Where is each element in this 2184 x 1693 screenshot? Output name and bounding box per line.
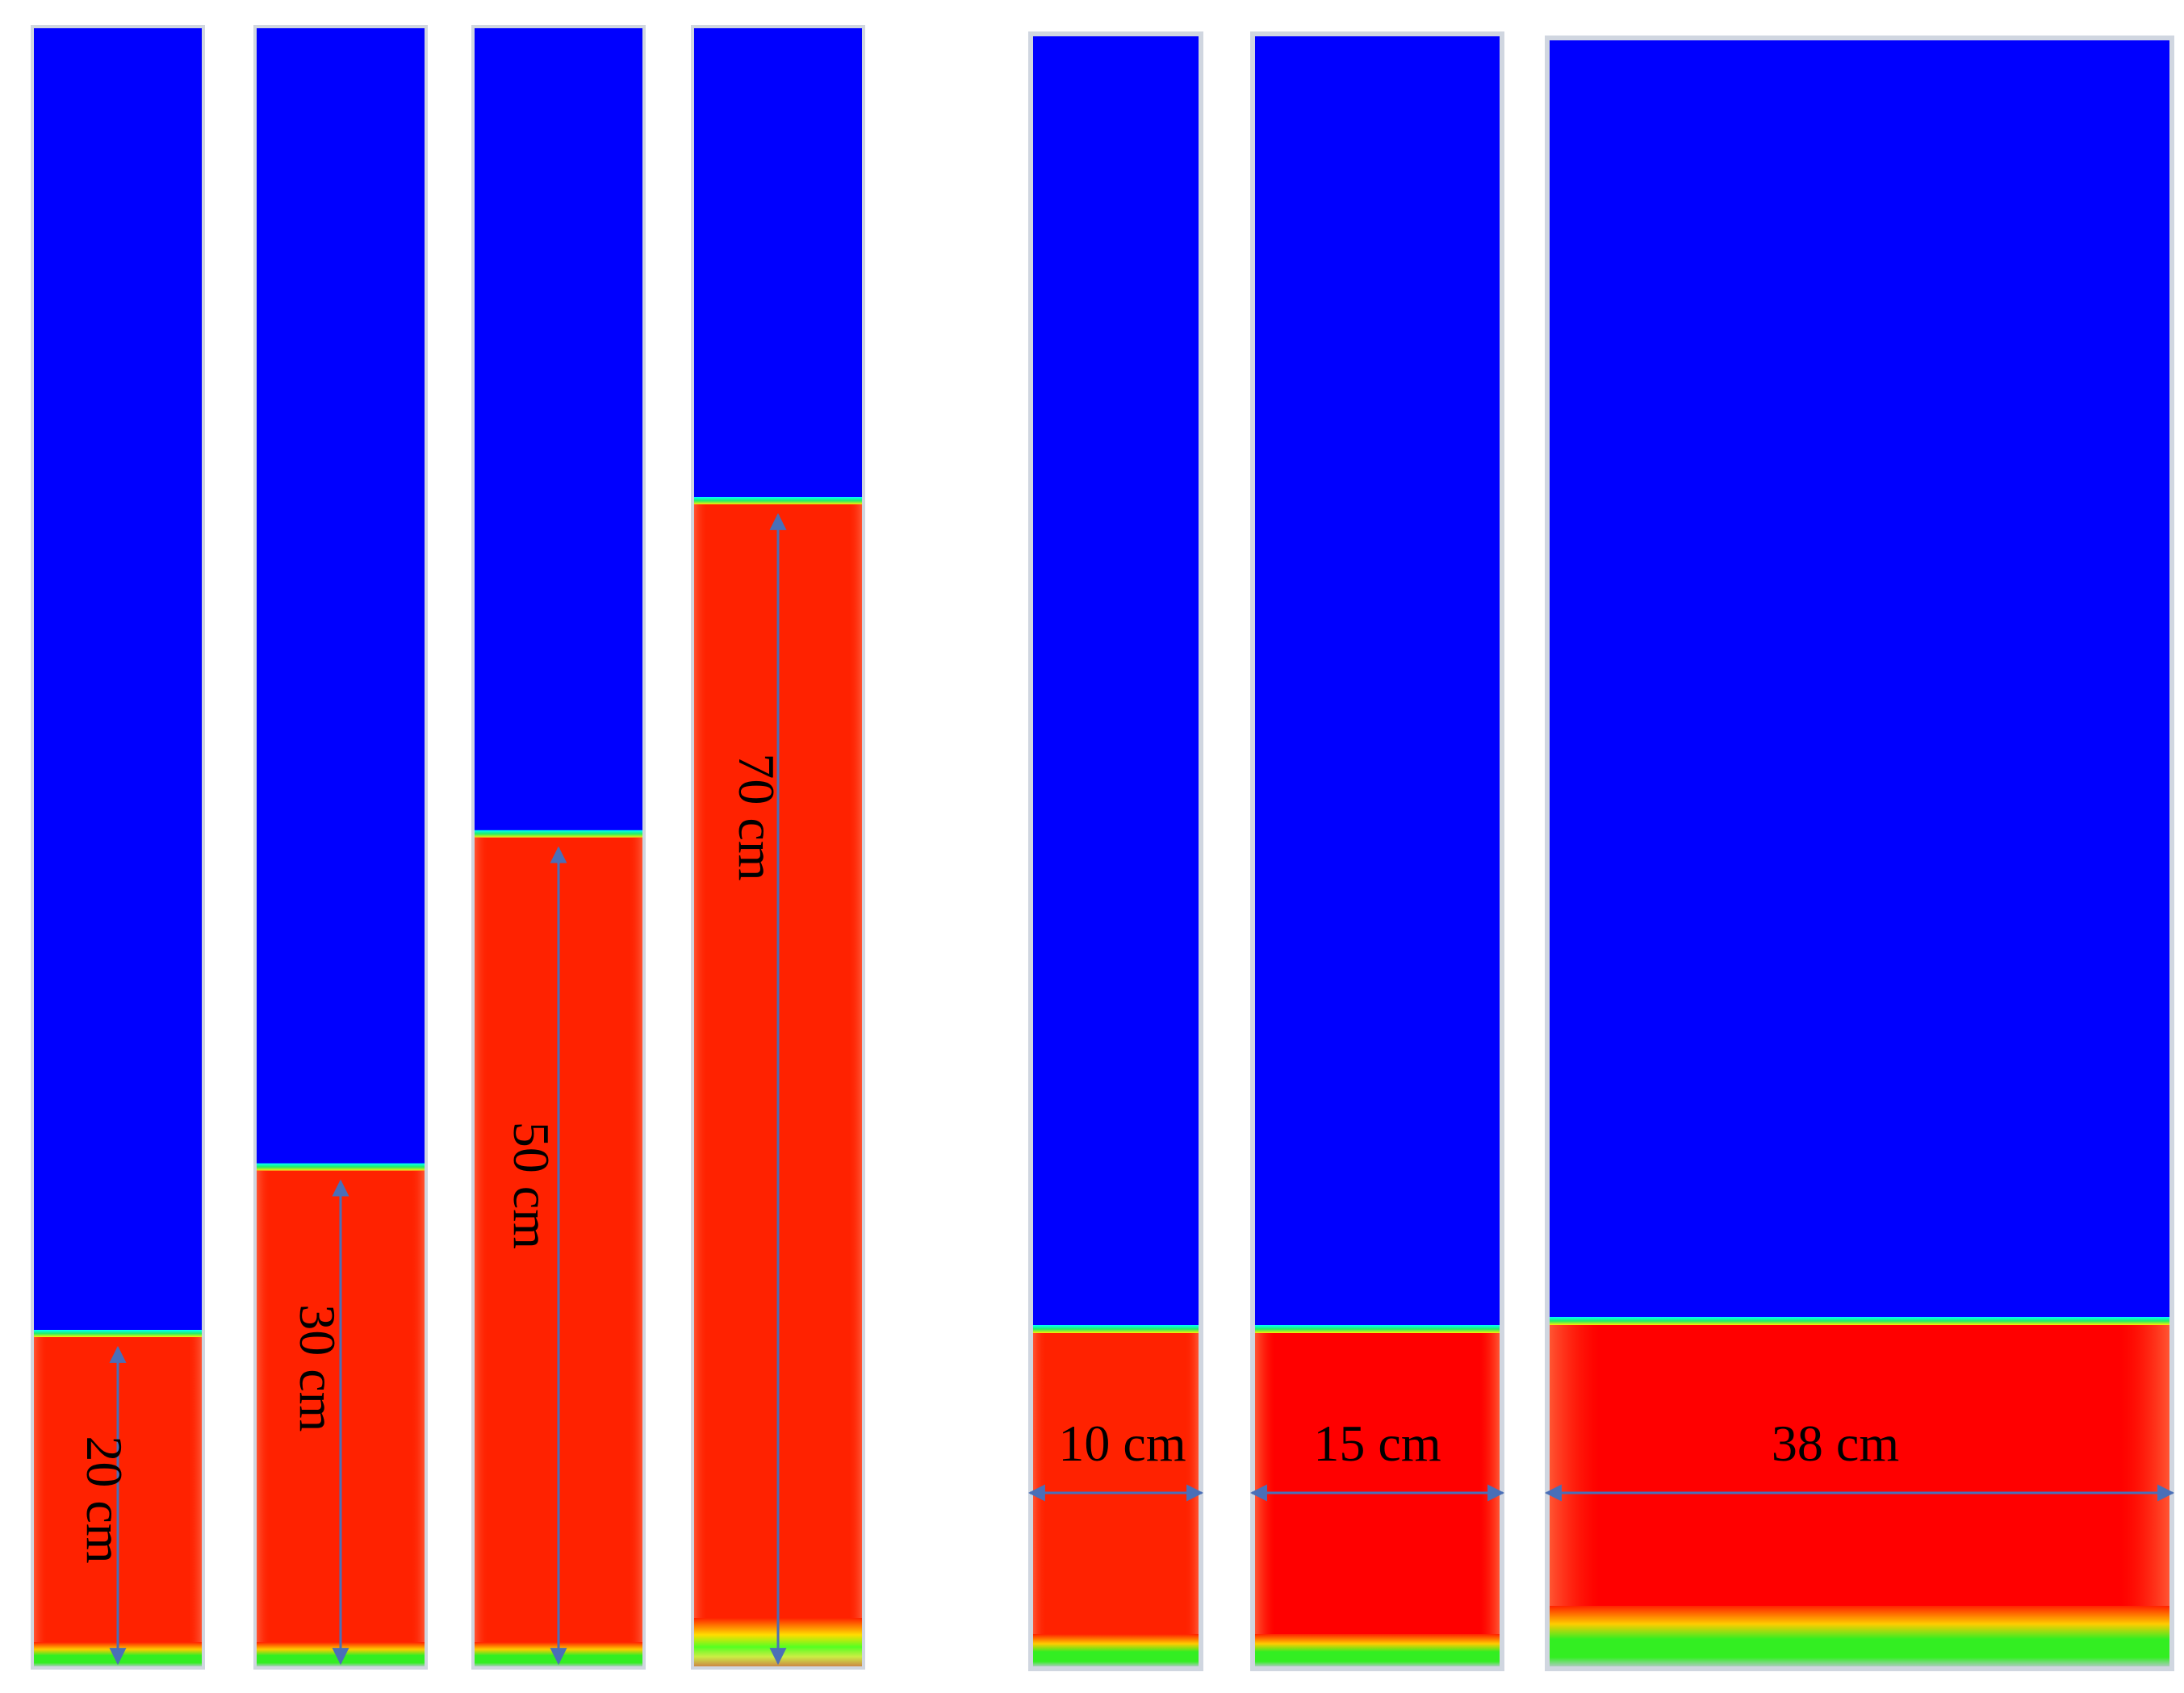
phase-interface xyxy=(1550,1317,2169,1325)
width-label: 10 cm xyxy=(1058,1415,1186,1472)
height-column-3: 50 cm xyxy=(471,25,646,1670)
phase-interface xyxy=(34,1330,202,1337)
gas-phase xyxy=(257,28,425,1167)
gas-phase xyxy=(475,28,642,834)
phase-interface xyxy=(1255,1325,1500,1333)
wall-shading xyxy=(1255,1333,1500,1634)
phase-interface xyxy=(694,497,862,504)
height-label: 20 cm xyxy=(76,1436,133,1563)
gas-phase xyxy=(1550,40,2169,1320)
height-label: 50 cm xyxy=(503,1122,560,1249)
phase-interface xyxy=(257,1163,425,1171)
phase-interface xyxy=(1033,1325,1199,1333)
height-column-2: 30 cm xyxy=(253,25,428,1670)
width-study-group: 10 cm 15 cm 38 cm xyxy=(1027,31,2175,1671)
bottom-band xyxy=(1550,1606,2169,1666)
gas-phase xyxy=(1033,36,1199,1328)
width-column-3: 38 cm xyxy=(1544,36,2175,1671)
width-label: 38 cm xyxy=(1772,1415,1899,1472)
gas-phase xyxy=(34,28,202,1333)
phase-interface xyxy=(475,830,642,838)
bottom-band xyxy=(1255,1634,1500,1666)
wall-shading xyxy=(1550,1325,2169,1606)
height-study-group: 20 cm 30 cm 50 cm 70 cm xyxy=(31,25,865,1670)
gas-phase xyxy=(1255,36,1500,1328)
width-column-2: 15 cm xyxy=(1249,31,1505,1671)
width-column-1: 10 cm xyxy=(1027,31,1204,1671)
height-column-1: 20 cm xyxy=(31,25,205,1670)
height-column-4: 70 cm xyxy=(691,25,865,1670)
gas-phase xyxy=(694,28,862,500)
width-label: 15 cm xyxy=(1313,1415,1441,1472)
height-label: 70 cm xyxy=(728,753,785,880)
bottom-band xyxy=(1033,1634,1199,1666)
height-label: 30 cm xyxy=(289,1304,346,1432)
wall-shading xyxy=(1033,1333,1199,1634)
